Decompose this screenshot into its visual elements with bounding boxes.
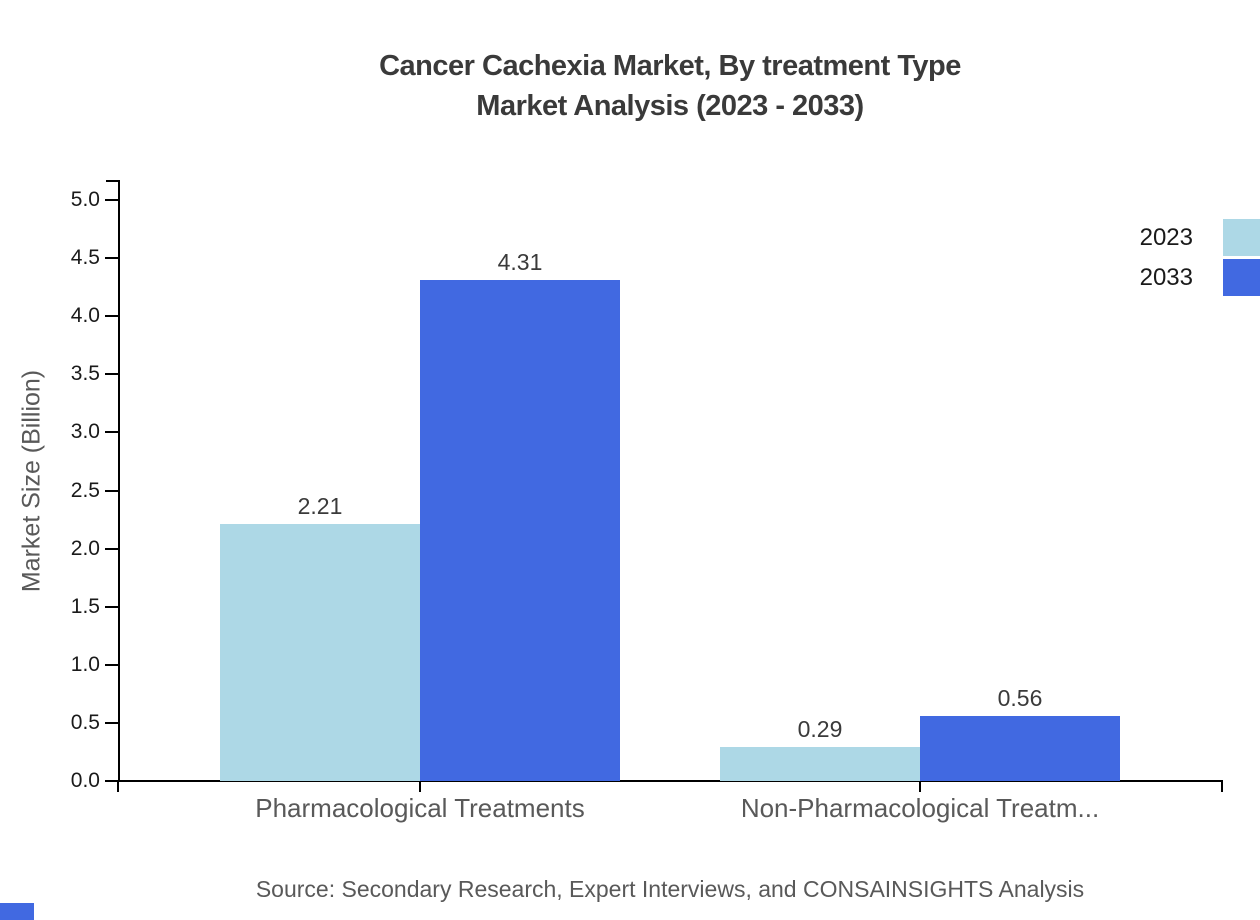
y-tick-mark xyxy=(105,663,118,666)
x-category-label-non-pharmacological: Non-Pharmacological Treatm... xyxy=(740,793,1100,823)
brand-corner-square xyxy=(0,903,34,920)
y-tick-label: 3.5 xyxy=(70,362,100,386)
x-tick-mark xyxy=(919,781,921,792)
legend-item-2023: 2023 xyxy=(1140,219,1260,256)
x-tick-mark xyxy=(419,781,421,792)
x-axis-left-end-tick xyxy=(117,781,119,792)
x-axis-right-end-tick xyxy=(1221,781,1223,792)
y-tick-label: 4.5 xyxy=(70,246,100,270)
chart-title-line1: Cancer Cachexia Market, By treatment Typ… xyxy=(379,50,961,82)
legend-swatch-2023 xyxy=(1223,219,1260,256)
bar-2023-category-0 xyxy=(220,524,420,781)
y-tick-mark xyxy=(105,721,118,724)
bar-2033-category-0 xyxy=(420,280,620,781)
legend: 2023 2033 xyxy=(1140,219,1260,296)
y-tick-label: 1.0 xyxy=(70,652,100,676)
y-tick-mark xyxy=(105,257,118,260)
legend-label-2023: 2023 xyxy=(1139,223,1193,251)
y-tick-label: 4.0 xyxy=(70,304,100,328)
y-axis-end-tick xyxy=(106,180,119,182)
bar-value-2023-category-0: 2.21 xyxy=(297,493,343,520)
y-tick-label: 2.0 xyxy=(70,536,100,560)
y-tick-label: 0.5 xyxy=(70,710,100,734)
legend-label-2033: 2033 xyxy=(1139,263,1193,291)
bar-2033-category-1 xyxy=(920,715,1120,781)
legend-swatch-2033 xyxy=(1223,259,1260,296)
y-tick-mark xyxy=(105,605,118,608)
y-tick-label: 5.0 xyxy=(70,188,100,211)
x-axis-line xyxy=(118,780,1223,782)
y-tick-label: 3.0 xyxy=(70,420,100,444)
y-tick-mark xyxy=(105,373,118,376)
y-tick-label: 0.0 xyxy=(70,769,100,792)
y-tick-mark xyxy=(105,199,118,201)
y-tick-mark xyxy=(105,547,118,550)
y-tick-label: 2.5 xyxy=(70,478,100,502)
bar-value-2033-category-0: 4.31 xyxy=(497,249,543,276)
legend-item-2033: 2033 xyxy=(1140,259,1260,296)
bar-value-2033-category-1: 0.56 xyxy=(997,684,1043,711)
y-tick-mark xyxy=(105,315,118,318)
y-tick-mark xyxy=(105,780,118,782)
bar-value-2023-category-1: 0.29 xyxy=(797,716,843,743)
y-tick-label: 1.5 xyxy=(70,594,100,618)
source-note: Source: Secondary Research, Expert Inter… xyxy=(255,876,1085,902)
bar-2023-category-1 xyxy=(720,747,920,781)
chart-title: Cancer Cachexia Market, By treatment Typ… xyxy=(80,46,1260,126)
chart-title-line2: Market Analysis (2023 - 2033) xyxy=(476,90,864,122)
y-axis-line xyxy=(118,180,120,781)
x-category-label-pharmacological: Pharmacological Treatments xyxy=(255,793,585,823)
y-tick-mark xyxy=(105,431,118,434)
y-tick-mark xyxy=(105,489,118,492)
